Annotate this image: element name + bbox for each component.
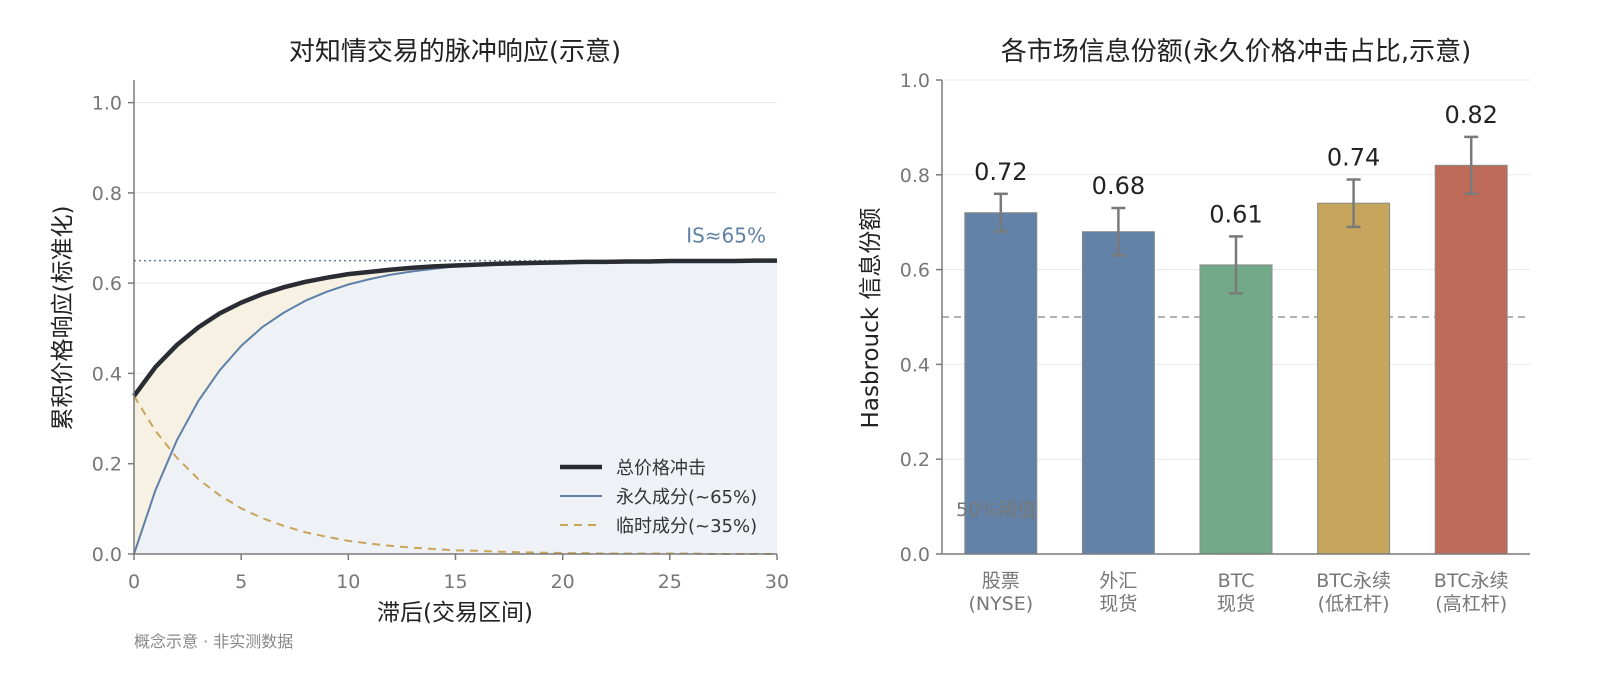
bar [1317,202,1391,555]
left-x-tick-label: 15 [443,571,467,593]
left-x-tick-label: 20 [551,571,575,593]
bar [964,212,1038,555]
legend-label: 总价格冲击 [616,458,706,479]
left-x-axis-label: 滞后(交易区间) [377,600,533,626]
threshold-label: 50%阈值 [956,499,1036,521]
bar-value-label: 0.82 [1444,101,1497,129]
category-label-line2: (高杠杆) [1435,593,1507,615]
left-y-tick-label: 0.2 [92,454,122,476]
is-reference-label: IS≈65% [686,224,766,248]
left-y-tick-label: 0.4 [92,363,122,385]
bar-value-label: 0.74 [1327,144,1380,172]
right-y-tick-label: 0.6 [900,260,930,282]
left-chart-title: 对知情交易的脉冲响应(示意) [289,37,621,67]
bar [1434,164,1508,555]
information-share-chart: 各市场信息份额(永久价格冲击占比,示意)0.72股票(NYSE)0.68外汇现货… [858,37,1530,615]
impulse-response-chart: 对知情交易的脉冲响应(示意) IS≈65% 0.0 0.2 0.4 0.6 0.8 1.0 0 5… [50,37,789,626]
right-y-tick-label: 0.0 [900,544,930,566]
category-label-line1: BTC永续 [1316,570,1391,592]
legend-label: 临时成分(~35%) [616,516,757,537]
footnote: 概念示意 · 非实测数据 [134,632,293,651]
left-y-axis-label: 累积价格响应(标准化) [50,206,76,431]
category-label-line1: 外汇 [1099,570,1137,592]
category-label-line2: (低杠杆) [1318,593,1390,615]
category-label-line1: BTC永续 [1434,570,1509,592]
category-label-line2: 现货 [1099,593,1137,615]
right-y-tick-label: 0.4 [900,354,930,376]
right-y-tick-label: 0.2 [900,449,930,471]
left-x-tick-label: 0 [128,571,140,593]
left-x-tick-label: 5 [235,571,247,593]
left-y-tick-label: 1.0 [92,93,122,115]
bar-value-label: 0.61 [1209,200,1262,228]
right-y-tick-label: 1.0 [900,70,930,92]
left-y-tick-label: 0.0 [92,544,122,566]
left-y-tick-label: 0.8 [92,183,122,205]
series-line-total [132,258,777,398]
left-x-tick-label: 30 [765,571,789,593]
bar [1081,231,1155,555]
category-label-line2: 现货 [1217,593,1255,615]
right-chart-title: 各市场信息份额(永久价格冲击占比,示意) [1001,37,1472,67]
right-y-axis-label: Hasbrouck 信息份额 [858,208,884,429]
bar-value-label: 0.68 [1092,172,1145,200]
category-label-line1: 股票 [982,570,1020,592]
permanent-area [134,260,777,554]
category-label-line1: BTC [1218,570,1255,592]
left-x-tick-label: 10 [336,571,360,593]
category-label-line2: (NYSE) [968,593,1033,615]
legend-label: 永久成分(~65%) [616,487,757,508]
bar [1199,264,1273,555]
right-y-tick-label: 0.8 [900,165,930,187]
left-y-tick-label: 0.6 [92,273,122,295]
bar-value-label: 0.72 [974,158,1027,186]
left-x-tick-label: 25 [658,571,682,593]
